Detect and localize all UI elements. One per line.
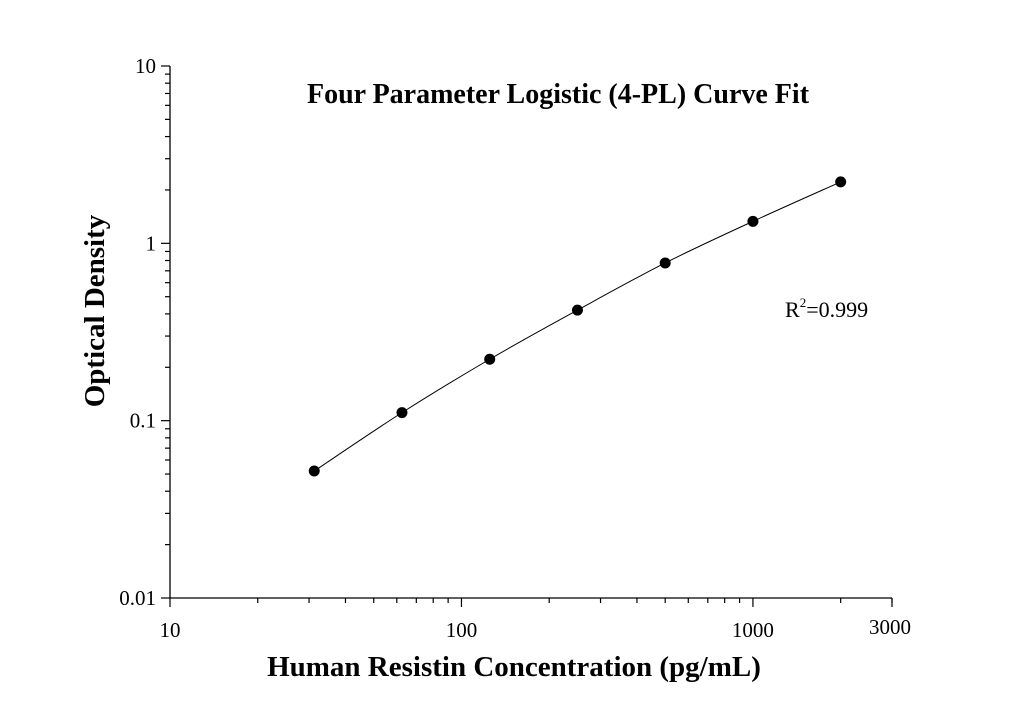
chart-title: Four Parameter Logistic (4-PL) Curve Fit (307, 79, 810, 110)
data-point (747, 215, 759, 227)
data-point (396, 407, 408, 419)
x-axis-label: Human Resistin Concentration (pg/mL) (267, 651, 761, 683)
ticks (161, 65, 893, 607)
y-tick-label: 1 (146, 231, 157, 255)
data-points (308, 176, 847, 477)
data-point (308, 465, 320, 477)
tick-labels: 10 100 1000 3000 0.01 0.1 1 10 (119, 54, 911, 642)
axes (169, 66, 892, 599)
data-point (659, 257, 671, 269)
y-tick-label: 0.1 (130, 409, 156, 433)
data-point (484, 353, 496, 365)
data-point (835, 176, 847, 188)
y-axis-label: Optical Density (79, 214, 111, 407)
r-squared-superscript: 2 (800, 295, 807, 310)
y-tick-label: 0.01 (119, 586, 156, 610)
x-tick-label: 100 (446, 618, 478, 642)
y-tick-label: 10 (135, 54, 156, 78)
r-squared-base: R (785, 297, 800, 322)
x-tick-label: 3000 (869, 615, 911, 639)
r-squared-annotation: R2=0.999 (785, 295, 868, 322)
fit-curve (313, 181, 841, 472)
r-squared-value: =0.999 (806, 297, 868, 322)
x-tick-label: 10 (160, 618, 181, 642)
data-point (571, 304, 583, 316)
x-tick-label: 1000 (732, 618, 774, 642)
